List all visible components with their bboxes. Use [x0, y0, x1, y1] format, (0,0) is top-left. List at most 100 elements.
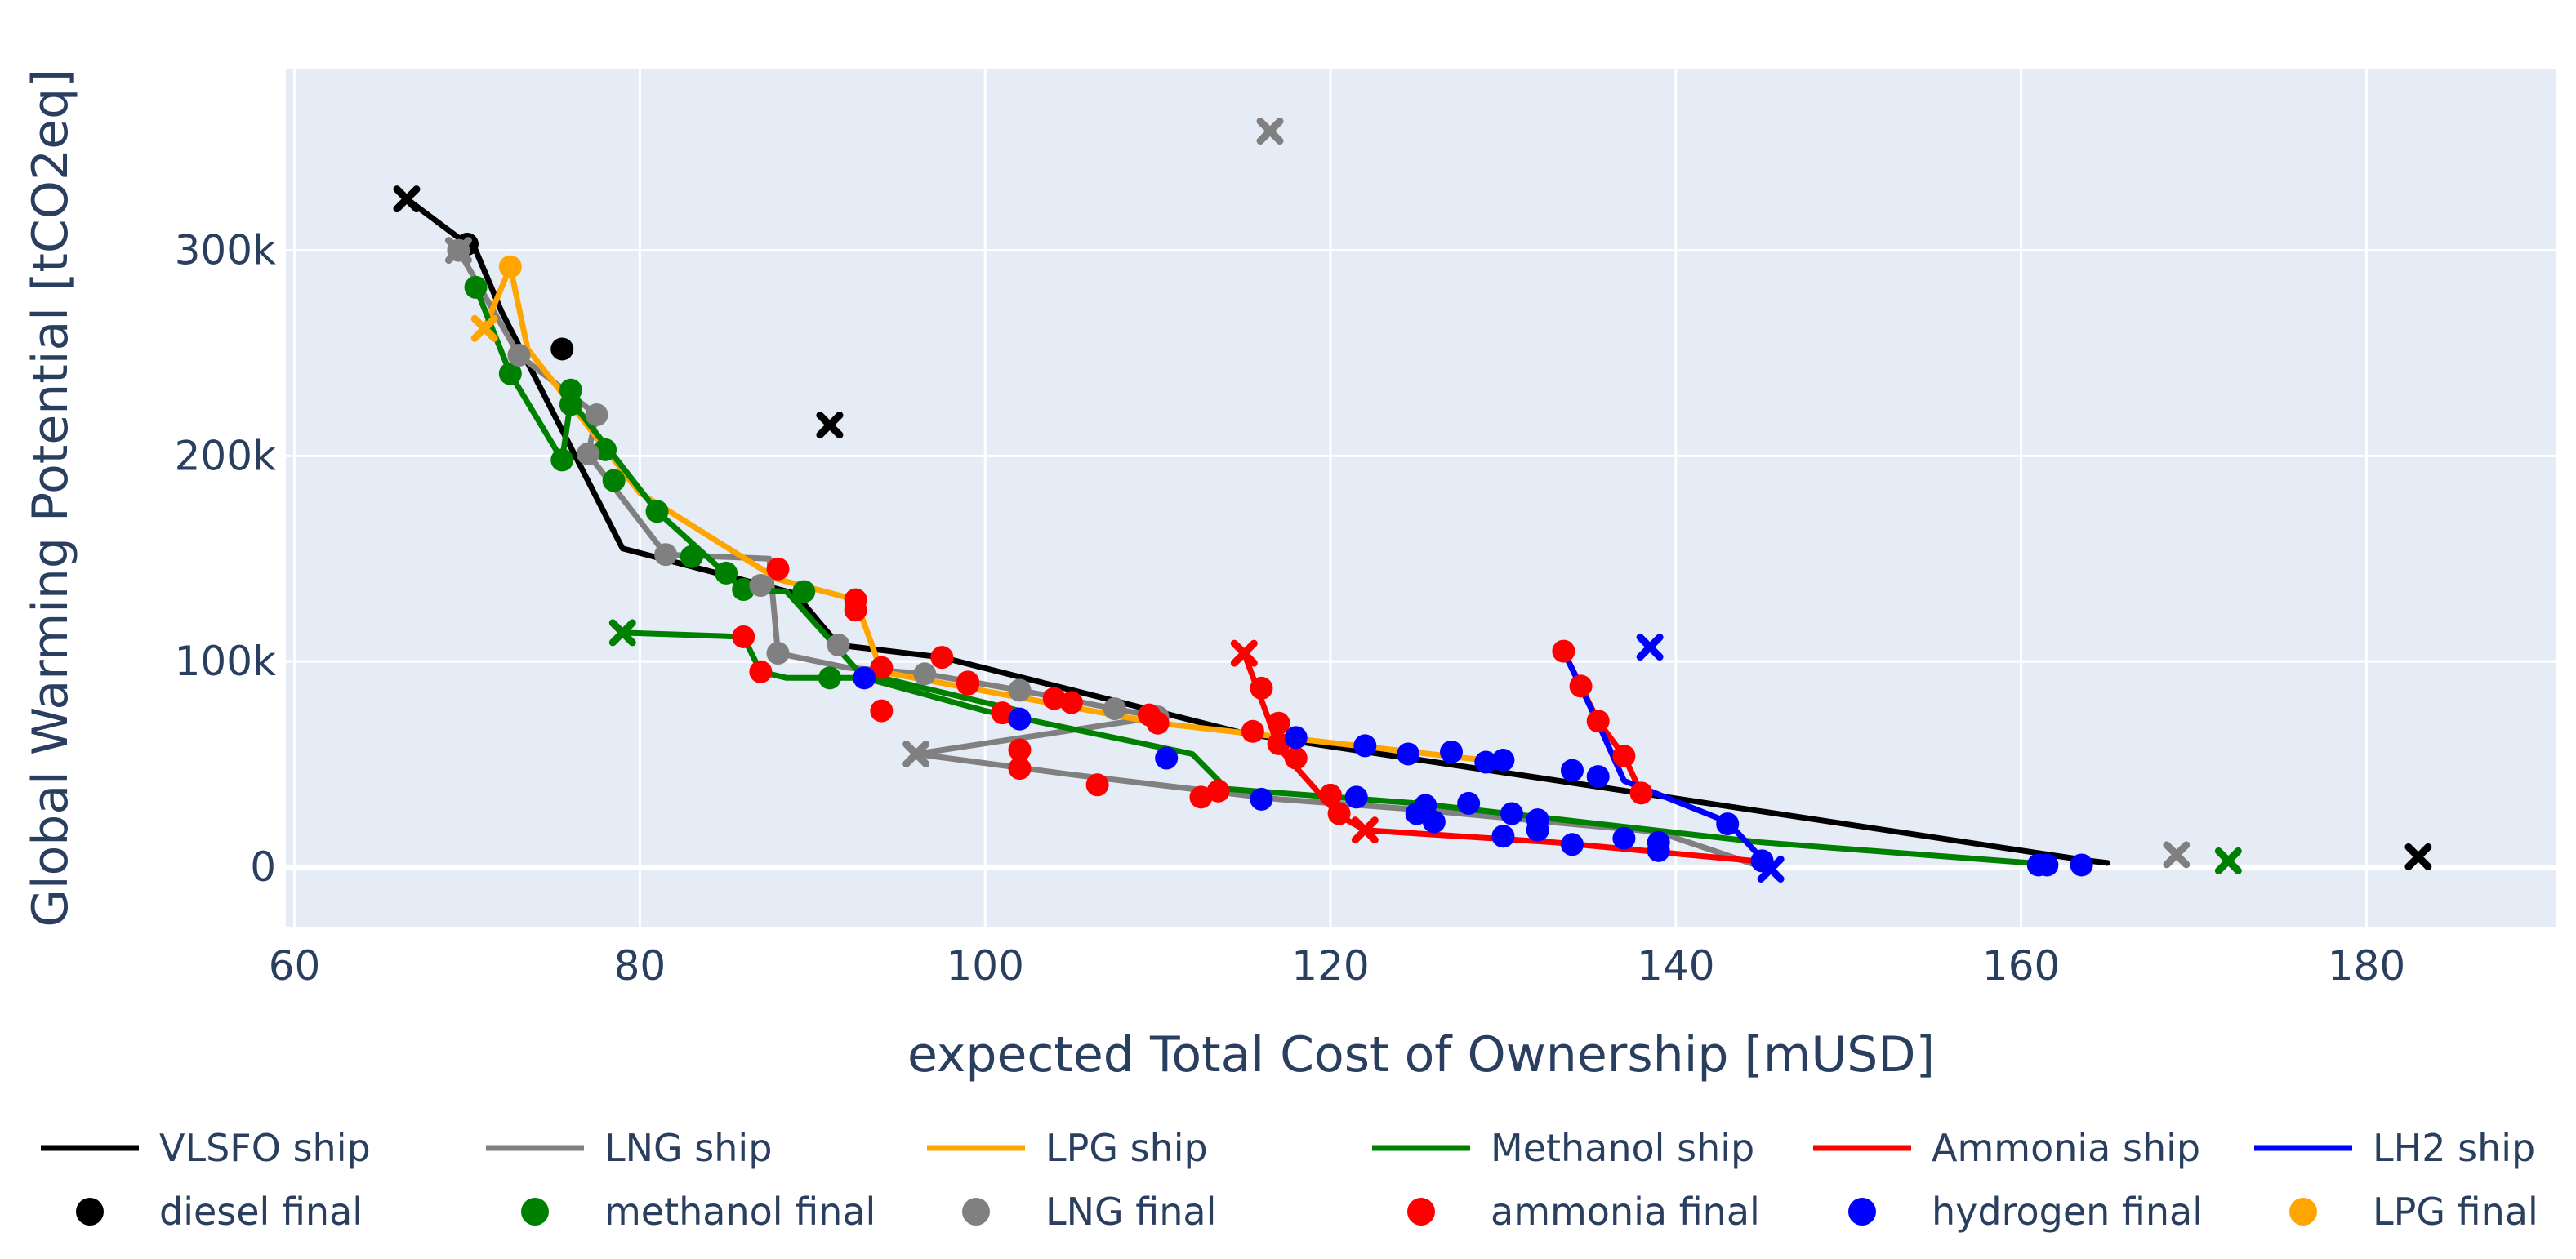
legend-item-lpg-final[interactable]: LPG final — [2289, 1190, 2538, 1234]
point-methanol-final — [818, 666, 841, 690]
point-ammonia-final — [1267, 711, 1290, 735]
point-methanol-final — [464, 275, 488, 299]
x-tick-label: 80 — [614, 942, 666, 990]
legend-item-lh2-ship[interactable]: LH2 ship — [2254, 1126, 2535, 1170]
legend-label: methanol final — [604, 1190, 876, 1234]
point-lng-final — [766, 642, 790, 665]
legend-label: Ammonia ship — [1932, 1126, 2200, 1170]
series-line-methanol-ship-lower — [619, 630, 1023, 714]
legend-item-ammonia-final[interactable]: ammonia final — [1407, 1190, 1760, 1234]
point-hydrogen-final — [1284, 726, 1308, 750]
point-ammonia-final — [1241, 719, 1264, 743]
point-hydrogen-final — [1586, 765, 1610, 789]
x-tick-label: 160 — [1982, 942, 2060, 990]
point-methanol-final — [645, 500, 669, 523]
x-tick-label: 140 — [1637, 942, 1714, 990]
marker-x-methanol-start — [608, 619, 636, 647]
point-hydrogen-final — [1457, 791, 1481, 815]
legend-label: LPG ship — [1045, 1126, 1208, 1170]
legend-label: hydrogen final — [1932, 1190, 2203, 1234]
legend-item-diesel-final[interactable]: diesel final — [76, 1190, 363, 1234]
x-tick-label: 60 — [269, 942, 321, 990]
legend-swatch-marker — [76, 1198, 104, 1226]
point-hydrogen-final — [1491, 825, 1515, 848]
point-ammonia-final — [1267, 732, 1290, 755]
point-ammonia-final — [1569, 674, 1593, 698]
legend-swatch-marker — [2289, 1198, 2317, 1226]
point-ammonia-final — [1008, 757, 1032, 781]
legend-item-lng-ship[interactable]: LNG ship — [486, 1126, 772, 1170]
point-hydrogen-final — [1008, 707, 1032, 731]
point-methanol-final — [715, 561, 738, 585]
point-lng-final — [507, 344, 531, 367]
y-tick-label: 0 — [250, 843, 276, 891]
legend-item-methanol-final[interactable]: methanol final — [521, 1190, 876, 1234]
marker-x-vlsfo-start — [393, 185, 421, 213]
point-lng-final — [1103, 697, 1126, 721]
legend-label: ammonia final — [1491, 1190, 1760, 1234]
point-ammonia-final — [1629, 781, 1653, 805]
marker-x-lpg-start — [470, 314, 498, 342]
point-ammonia-final — [732, 625, 755, 648]
legend-item-lpg-ship[interactable]: LPG ship — [927, 1126, 1208, 1170]
point-ammonia-final — [930, 646, 954, 670]
point-hydrogen-final — [853, 666, 876, 690]
marker-x-vlsfo-start — [2404, 843, 2432, 870]
marker-x-lng-start — [1256, 118, 1284, 145]
marker-x-vlsfo-start — [816, 412, 844, 439]
point-ammonia-final — [1206, 779, 1230, 803]
legend-item-ammonia-ship[interactable]: Ammonia ship — [1813, 1126, 2200, 1170]
legend-label: LNG ship — [604, 1126, 772, 1170]
point-ammonia-final — [1085, 773, 1109, 797]
point-hydrogen-final — [1500, 802, 1523, 825]
marker-x-lng-start — [2163, 841, 2190, 869]
point-lng-final — [585, 403, 608, 427]
legend-item-vlsfo-ship[interactable]: VLSFO ship — [41, 1126, 371, 1170]
point-lng-final — [827, 634, 850, 657]
legend-item-lng-final[interactable]: LNG final — [962, 1190, 1216, 1234]
point-hydrogen-final — [1491, 749, 1515, 772]
legend-swatch-marker — [521, 1198, 549, 1226]
point-hydrogen-final — [1353, 734, 1377, 758]
point-methanol-final — [550, 448, 574, 472]
x-axis-title: expected Total Cost of Ownership [mUSD] — [907, 1026, 1935, 1083]
x-tick-label: 180 — [2328, 942, 2405, 990]
point-ammonia-final — [1327, 802, 1351, 825]
point-methanol-final — [680, 545, 703, 568]
point-hydrogen-final — [2035, 853, 2059, 877]
point-hydrogen-final — [1155, 746, 1179, 770]
legend-label: LPG final — [2373, 1190, 2538, 1234]
point-ammonia-final — [1284, 746, 1308, 770]
point-lng-final — [576, 442, 599, 465]
point-hydrogen-final — [1647, 839, 1670, 862]
point-hydrogen-final — [2070, 853, 2093, 877]
point-hydrogen-final — [1612, 826, 1636, 850]
point-hydrogen-final — [1560, 759, 1584, 782]
point-methanol-final — [594, 438, 617, 461]
point-hydrogen-final — [1422, 810, 1446, 834]
point-methanol-final — [602, 469, 626, 492]
legend-item-hydrogen-final[interactable]: hydrogen final — [1848, 1190, 2203, 1234]
point-lng-final — [1008, 678, 1032, 702]
legend-label: Methanol ship — [1491, 1126, 1754, 1170]
point-diesel-final — [550, 337, 574, 361]
point-hydrogen-final — [1250, 787, 1273, 811]
point-hydrogen-final — [1560, 833, 1584, 856]
point-ammonia-final — [1042, 687, 1066, 710]
point-ammonia-final — [1059, 691, 1083, 714]
marker-x-ammonia-start — [1351, 816, 1379, 844]
legend-item-methanol-ship[interactable]: Methanol ship — [1372, 1126, 1754, 1170]
point-lng-final — [654, 543, 678, 567]
x-tick-label: 120 — [1291, 942, 1369, 990]
grid — [286, 69, 2556, 927]
legend-label: diesel final — [159, 1190, 363, 1234]
series-markers — [393, 118, 2432, 883]
point-ammonia-final — [1146, 711, 1170, 735]
legend-label: LH2 ship — [2373, 1126, 2535, 1170]
y-tick-label: 200k — [175, 432, 276, 479]
marker-x-lng-start — [902, 740, 930, 767]
point-ammonia-final — [870, 656, 894, 679]
point-lng-final — [913, 662, 937, 686]
point-hydrogen-final — [1439, 740, 1463, 763]
legend-swatch-marker — [962, 1198, 990, 1226]
